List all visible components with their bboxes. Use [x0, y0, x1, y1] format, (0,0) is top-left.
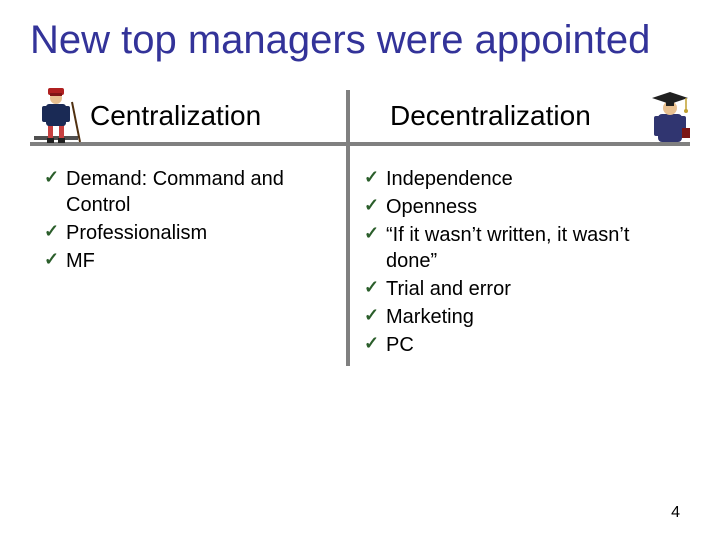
list-item: Trial and error [364, 276, 676, 302]
list-item: PC [364, 332, 676, 358]
header-cell-left: Centralization [30, 90, 350, 146]
header-cell-right: Decentralization [350, 90, 690, 146]
slide: New top managers were appointed [0, 0, 720, 540]
list-item: “If it wasn’t written, it wasn’t done” [364, 222, 676, 274]
body-cell-left: Demand: Command and Control Professional… [30, 146, 350, 366]
page-number: 4 [671, 504, 680, 522]
list-item: Openness [364, 194, 676, 220]
header-left-text: Centralization [90, 100, 261, 131]
table-body-row: Demand: Command and Control Professional… [30, 146, 690, 366]
comparison-table: Centralization Decentralization [30, 90, 690, 366]
list-item: Independence [364, 166, 676, 192]
table-header-row: Centralization Decentralization [30, 90, 690, 146]
graduate-icon [646, 88, 694, 146]
list-item: Marketing [364, 304, 676, 330]
list-item: Demand: Command and Control [44, 166, 332, 218]
slide-title: New top managers were appointed [30, 18, 690, 62]
military-officer-icon [28, 84, 84, 146]
list-item: MF [44, 248, 332, 274]
header-right-text: Decentralization [390, 100, 591, 131]
body-cell-right: Independence Openness “If it wasn’t writ… [350, 146, 690, 366]
left-list: Demand: Command and Control Professional… [44, 166, 332, 274]
right-list: Independence Openness “If it wasn’t writ… [364, 166, 676, 358]
list-item: Professionalism [44, 220, 332, 246]
